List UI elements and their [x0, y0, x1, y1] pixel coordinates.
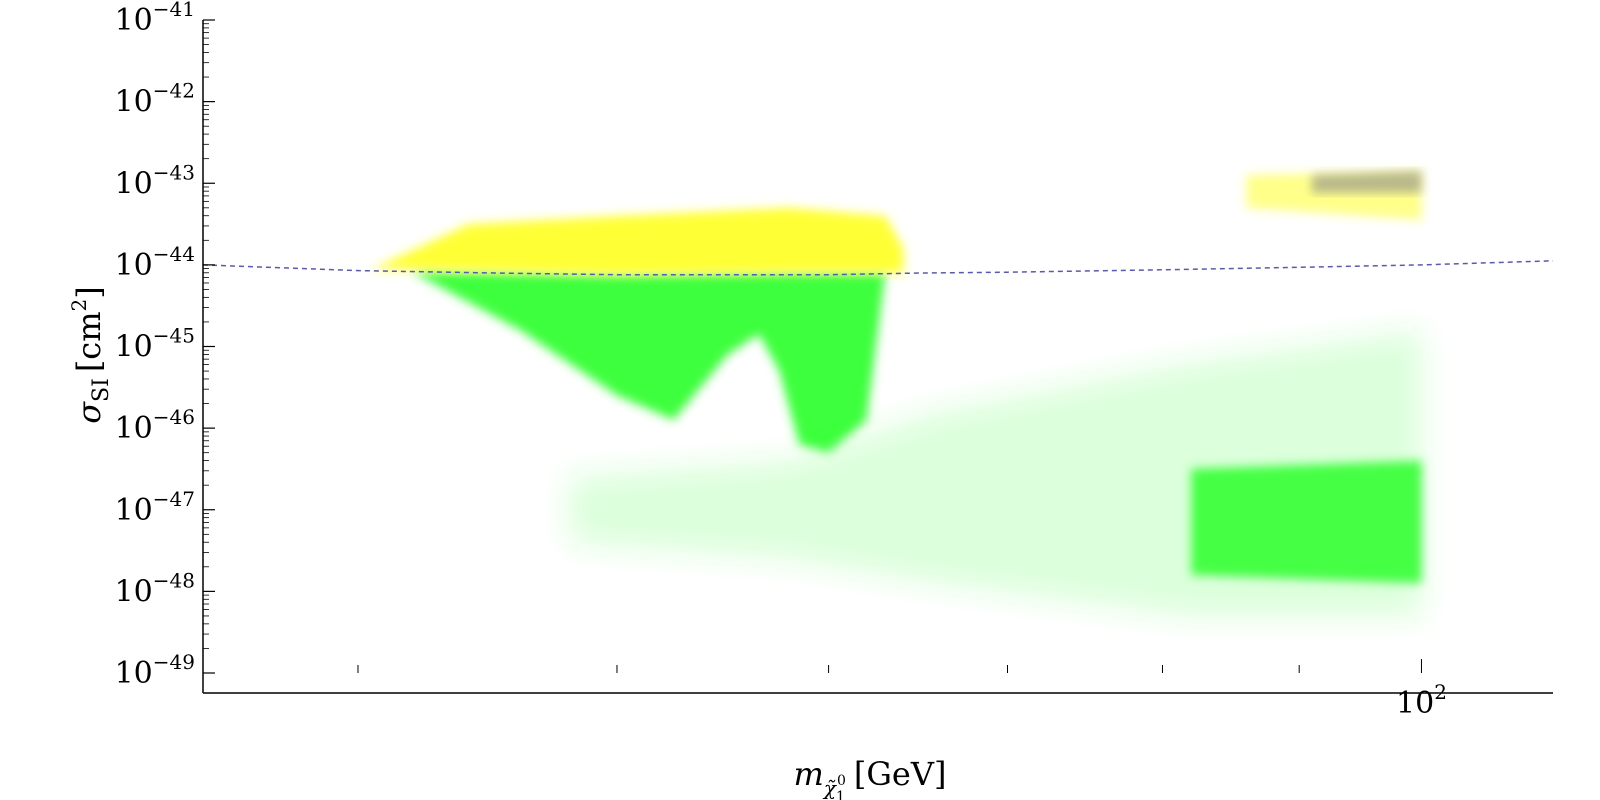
y-axis-title-unit-close: ] [70, 286, 108, 298]
y-tick-exponent: −48 [153, 568, 195, 592]
y-tick-base: 10 [115, 574, 153, 609]
data-regions [372, 171, 1422, 616]
y-tick-exponent: −42 [153, 79, 195, 103]
y-axis-title-sub: SI [89, 378, 114, 402]
y-tick-base: 10 [115, 3, 153, 38]
x-axis-title-sup: 0 [837, 773, 846, 789]
y-tick-label: 10−42 [115, 79, 195, 120]
limit-lines [203, 260, 1553, 276]
data-region-5 [1312, 171, 1422, 193]
y-tick-label: 10−49 [115, 650, 195, 691]
y-axis-title-main: σ [70, 401, 108, 424]
x-tick-exponent: 2 [1434, 680, 1447, 704]
data-region-0 [414, 271, 886, 453]
x-axis-title-unit: [GeV] [854, 755, 947, 793]
y-tick-base: 10 [115, 248, 153, 283]
y-tick-exponent: −41 [153, 0, 195, 21]
x-axis-title-subsub: 1 [836, 789, 845, 800]
y-tick-label: 10−41 [115, 0, 195, 38]
data-region-2 [569, 330, 1422, 616]
y-tick-label: 10−44 [115, 242, 195, 283]
y-tick-base: 10 [115, 330, 153, 365]
limit-line [203, 260, 1553, 276]
y-tick-base: 10 [115, 493, 153, 528]
y-tick-exponent: −43 [153, 160, 195, 184]
y-tick-label: 10−45 [115, 324, 195, 365]
y-tick-base: 10 [115, 166, 153, 201]
x-tick-label: 102 [1396, 680, 1447, 721]
y-tick-label: 10−43 [115, 160, 195, 201]
y-tick-label: 10−47 [115, 487, 195, 528]
y-tick-exponent: −47 [153, 487, 195, 511]
y-tick-exponent: −44 [153, 242, 195, 266]
x-axis-title-main: m [794, 755, 824, 793]
y-tick-label: 10−48 [115, 568, 195, 609]
x-ticks: 102 [357, 659, 1447, 721]
y-tick-base: 10 [115, 85, 153, 120]
x-axis-title-sub: χ̃ [822, 776, 838, 800]
y-axis-title: σSI [cm2] [67, 286, 114, 424]
y-axis-title-sup: 2 [67, 299, 91, 312]
x-axis-title: mχ̃10 [GeV] [794, 755, 947, 800]
y-axis-title-unit-open: [cm [70, 311, 108, 372]
y-tick-label: 10−46 [115, 405, 195, 446]
y-tick-base: 10 [115, 656, 153, 691]
y-ticks: 10−4110−4210−4310−4410−4510−4610−4710−48… [115, 0, 215, 691]
y-tick-exponent: −45 [153, 324, 195, 348]
y-tick-exponent: −49 [153, 650, 195, 674]
x-tick-base: 10 [1396, 686, 1434, 721]
y-tick-exponent: −46 [153, 405, 195, 429]
y-tick-base: 10 [115, 411, 153, 446]
data-region-3 [372, 207, 904, 275]
axes [202, 20, 1553, 694]
